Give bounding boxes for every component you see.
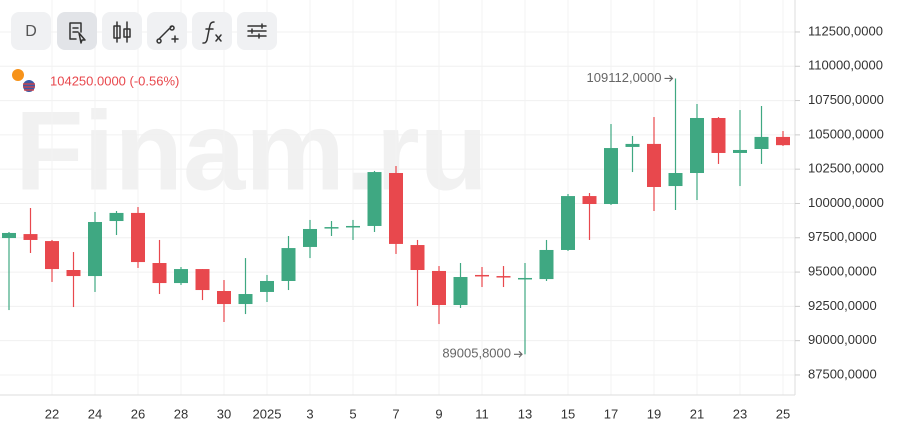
x-tick-label: 24 [88, 406, 102, 421]
candle-body [776, 136, 790, 146]
candle-body [561, 196, 575, 250]
annotation-arrow [664, 75, 674, 82]
annotation-label: 89005,8000 [442, 346, 511, 361]
x-tick-label: 9 [435, 406, 442, 421]
annotation-label: 109112,0000 [587, 70, 662, 85]
y-tick-label: 90000,0000 [808, 332, 877, 347]
candle-body [432, 270, 446, 305]
candle-body [174, 269, 188, 284]
candle-body [131, 212, 145, 263]
candle-body [195, 269, 210, 291]
candle-body [668, 173, 683, 187]
indicator-icon[interactable] [202, 21, 222, 44]
candle-body [260, 280, 274, 292]
candle-body [346, 225, 360, 228]
candle-body [88, 221, 102, 277]
y-tick-label: 100000,0000 [808, 195, 884, 210]
x-tick-label: 13 [518, 406, 532, 421]
x-tick-label: 26 [131, 406, 145, 421]
candle-body [2, 232, 16, 239]
x-tick-label: 22 [45, 406, 59, 421]
x-tick-label: 5 [349, 406, 356, 421]
x-tick-label: 2025 [253, 406, 282, 421]
candle-icon[interactable] [113, 21, 131, 43]
notes-button[interactable] [57, 12, 97, 50]
price-header: 104250.0000 (-0.56%) [50, 73, 179, 88]
toolbar: D [11, 12, 277, 50]
y-tick-label: 107500,0000 [808, 92, 884, 107]
x-tick-label: 23 [733, 406, 747, 421]
candle-body [604, 148, 618, 205]
y-tick-label: 112500,0000 [808, 23, 883, 38]
indicator-button[interactable] [192, 12, 232, 50]
candle-body [217, 291, 231, 305]
x-tick-label: 25 [776, 406, 790, 421]
candle-body [109, 212, 124, 222]
candle-body [45, 241, 59, 270]
draw-icon[interactable] [156, 25, 179, 44]
candle-body [238, 294, 253, 305]
y-tick-label: 95000,0000 [808, 264, 877, 279]
y-tick-label: 87500,0000 [808, 366, 877, 381]
candle-body [23, 234, 38, 240]
annotation-arrow [514, 350, 523, 358]
candle-body [152, 263, 167, 284]
x-tick-label: 19 [647, 406, 661, 421]
x-tick-label: 3 [306, 406, 313, 421]
candle-body [453, 277, 468, 305]
x-tick-label: 21 [690, 406, 704, 421]
candle-button[interactable] [102, 12, 142, 50]
candle-body [690, 117, 704, 174]
notes-icon[interactable] [69, 22, 86, 44]
x-tick-label: 7 [392, 406, 399, 421]
x-tick-label: 17 [604, 406, 618, 421]
watermark: Finam.ru [15, 89, 488, 214]
candle-body [518, 277, 532, 280]
candle-body [647, 143, 661, 188]
usd-flag-stripes [23, 83, 35, 91]
x-tick-label: 28 [174, 406, 188, 421]
settings-icon[interactable] [247, 23, 267, 39]
x-tick-label: 30 [217, 406, 231, 421]
interval-label[interactable]: D [25, 23, 37, 40]
candle-body [711, 117, 726, 153]
candle-body [539, 249, 554, 280]
candle-body [475, 274, 489, 277]
candle-body [303, 228, 317, 247]
x-tick-label: 15 [561, 406, 575, 421]
y-tick-label: 105000,0000 [808, 126, 884, 141]
y-tick-label: 92500,0000 [808, 298, 877, 313]
bitcoin-icon [12, 69, 24, 81]
candle-body [496, 276, 511, 278]
candle-body [733, 149, 747, 153]
usd-flag [23, 80, 35, 92]
candle-body [410, 245, 425, 271]
candle-body [66, 270, 81, 277]
candle-body [389, 173, 403, 244]
interval-button[interactable] [11, 12, 51, 50]
y-tick-label: 110000,0000 [808, 58, 883, 73]
candle-body [582, 196, 597, 205]
y-tick-label: 102500,0000 [808, 161, 884, 176]
candle-body [367, 172, 382, 226]
y-tick-label: 97500,0000 [808, 229, 877, 244]
candle-body [324, 227, 339, 229]
candle-body [754, 136, 769, 149]
candle-body [281, 248, 296, 281]
x-tick-label: 11 [475, 406, 489, 421]
candle-body [625, 143, 640, 147]
